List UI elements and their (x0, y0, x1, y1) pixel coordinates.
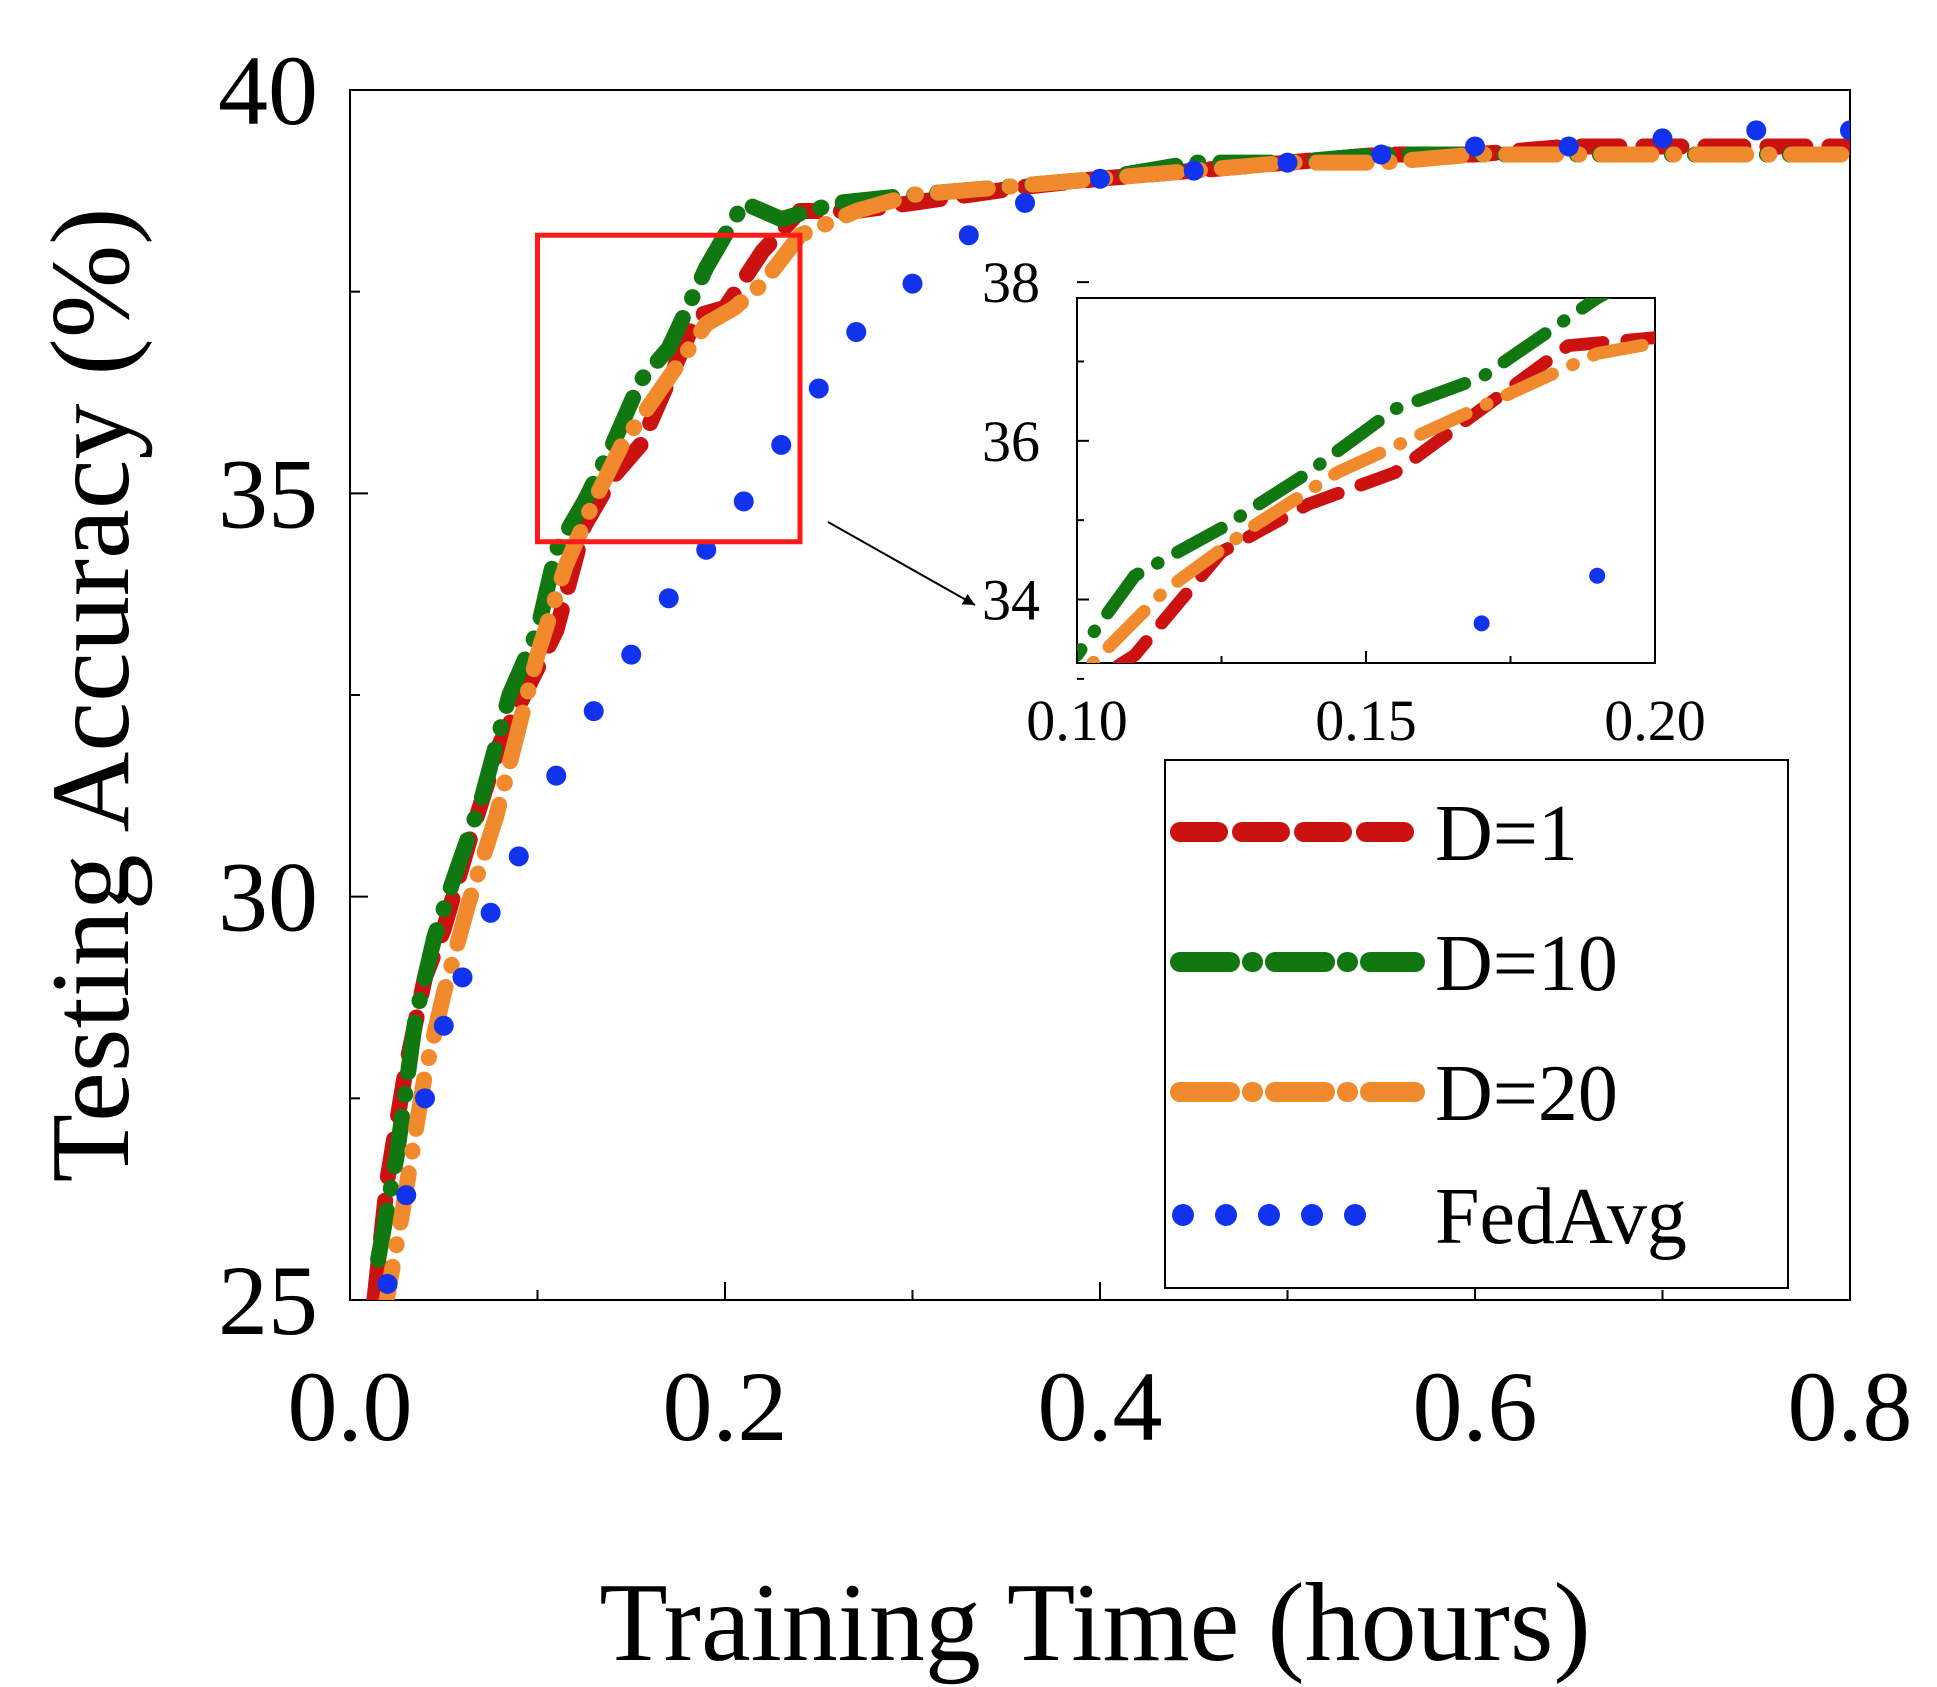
series-point-fedavg (480, 902, 501, 923)
series-point-fedavg (546, 765, 567, 786)
series-point-fedavg (846, 322, 867, 342)
series-point-fedavg (1090, 168, 1110, 189)
series-point-fedavg (902, 273, 923, 294)
series-point-fedavg (621, 644, 642, 665)
inset-point-fedavg (1473, 615, 1490, 632)
series-point-fedavg (377, 1273, 398, 1294)
x-tick-label: 0.4 (1038, 1351, 1163, 1462)
legend-label-d1: D=1 (1435, 790, 1578, 878)
inset-point-fedavg (1127, 790, 1143, 806)
y-tick-label: 30 (218, 842, 318, 953)
series-point-fedavg (1371, 144, 1392, 165)
series-point-fedavg (1183, 160, 1204, 181)
inset-point-fedavg (838, 988, 854, 1004)
x-tick-label: 0.0 (288, 1351, 413, 1462)
series-point-fedavg (1652, 128, 1673, 149)
legend-label-d10: D=10 (1435, 920, 1618, 1008)
series-point-fedavg (808, 378, 829, 399)
inset-point-fedavg (780, 1036, 796, 1052)
inset-point-fedavg (925, 925, 941, 941)
series-point-fedavg (1465, 136, 1485, 157)
legend-label-d20: D=20 (1435, 1050, 1618, 1138)
series-point-fedavg (1277, 152, 1298, 173)
inset-point-fedavg (722, 1107, 738, 1123)
zoom-arrow (827, 521, 976, 606)
y-tick-label: 25 (218, 1245, 318, 1356)
inset-point-fedavg (1011, 869, 1027, 885)
series-point-fedavg (1840, 120, 1850, 141)
series-point-fedavg (433, 1015, 454, 1036)
inset-y-tick-label: 38 (982, 250, 1040, 315)
series-point-fedavg (396, 1185, 417, 1206)
inset-point-fedavg (1589, 567, 1606, 584)
inset-y-tick-label: 34 (982, 568, 1040, 633)
series-point-fedavg (733, 491, 754, 512)
series-point-fedavg (771, 434, 792, 455)
y-tick-label: 35 (218, 438, 318, 549)
inset-x-tick-label: 0.20 (1604, 688, 1706, 753)
series-point-fedavg (1015, 192, 1035, 213)
zoom-region-box (535, 232, 803, 545)
legend-swatch-fedavg (1172, 1204, 1194, 1226)
series-point-fedavg (583, 701, 604, 722)
legend-swatch-fedavg (1258, 1204, 1280, 1226)
inset-point-fedavg (664, 1203, 680, 1219)
series-point-fedavg (696, 539, 717, 560)
inset-point-fedavg (1242, 726, 1258, 742)
inset-point-fedavg (1358, 671, 1374, 687)
inset-point-fedavg (1820, 465, 1836, 481)
series-point-fedavg (658, 588, 679, 609)
inset-x-tick-label: 0.15 (1315, 688, 1417, 753)
series-point-fedavg (1746, 120, 1767, 141)
inset-x-tick-label: 0.10 (1026, 688, 1128, 753)
y-axis-title: Testing Accuracy (%) (29, 208, 153, 1183)
legend-swatch-fedavg (1215, 1204, 1237, 1226)
y-tick-label: 40 (218, 35, 318, 146)
x-tick-label: 0.2 (663, 1351, 788, 1462)
inset-point-fedavg (1705, 520, 1721, 536)
legend-box (1164, 759, 1789, 1289)
inset-y-tick-label: 36 (982, 409, 1040, 474)
series-point-fedavg (508, 846, 529, 867)
series-point-fedavg (415, 1088, 435, 1109)
x-tick-label: 0.8 (1788, 1351, 1913, 1462)
x-axis-title: Training Time (hours) (599, 1561, 1591, 1685)
series-point-fedavg (1558, 136, 1579, 157)
legend: D=1 D=10 D=20 FedAvg (1164, 759, 1789, 1289)
series-point-fedavg (452, 967, 473, 988)
series-line-d=20 (378, 146, 1850, 1300)
series-point-fedavg (958, 225, 979, 246)
legend-swatch-fedavg (1344, 1204, 1366, 1226)
x-tick-label: 0.6 (1413, 1351, 1538, 1462)
legend-swatch-fedavg (1301, 1204, 1323, 1226)
inset-point-fedavg (607, 1290, 623, 1306)
legend-label-fedavg: FedAvg (1435, 1173, 1687, 1261)
